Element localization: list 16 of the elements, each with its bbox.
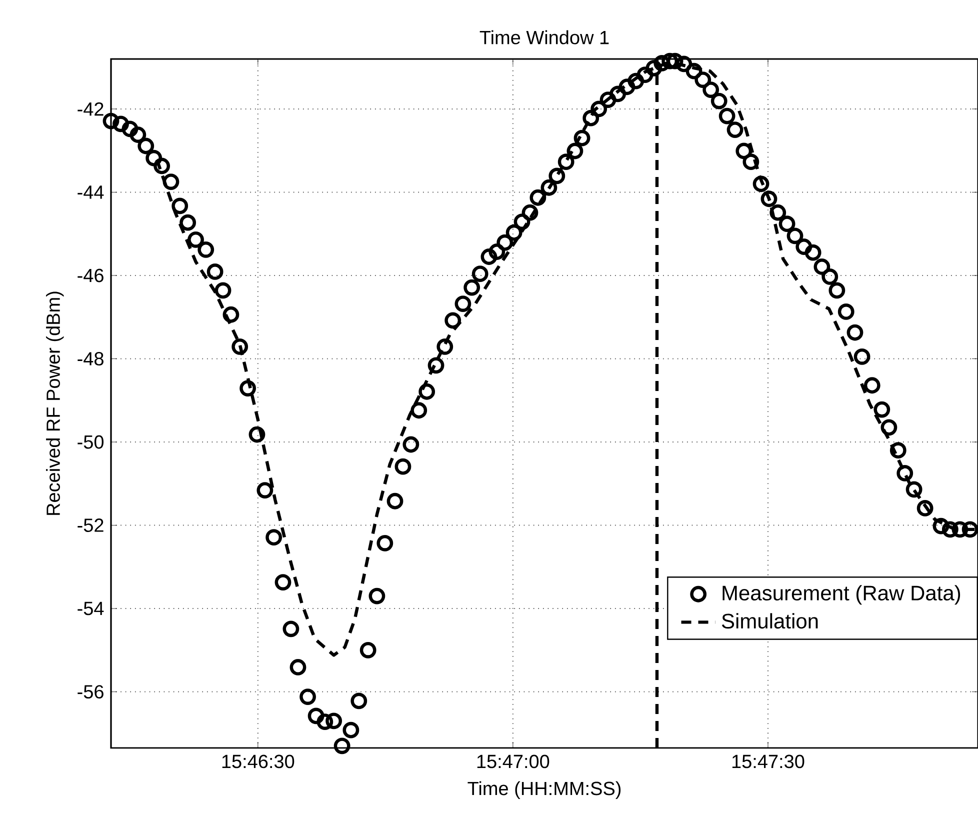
- y-tick-label: -44: [78, 186, 104, 199]
- y-tick-label: -54: [78, 602, 104, 616]
- x-tick-label: 15:47:30: [732, 754, 804, 768]
- y-tick-label: -52: [78, 518, 104, 532]
- y-tick-label: -48: [78, 352, 104, 366]
- x-axis-title: Time (HH:MM:SS): [468, 781, 621, 799]
- y-tick-label: -42: [78, 102, 104, 116]
- legend-label: Simulation: [722, 613, 818, 629]
- y-tick-label: -56: [78, 685, 104, 699]
- y-tick-label: -50: [78, 435, 104, 449]
- y-tick-label: -46: [78, 268, 104, 282]
- x-tick-label: 15:47:00: [477, 754, 550, 768]
- chart-title: Time Window 1: [480, 30, 609, 44]
- y-axis-title: Received RF Power (dBm): [46, 292, 64, 515]
- legend-label: Measurement (Raw Data): [722, 585, 960, 605]
- x-tick-label: 15:46:30: [222, 754, 294, 768]
